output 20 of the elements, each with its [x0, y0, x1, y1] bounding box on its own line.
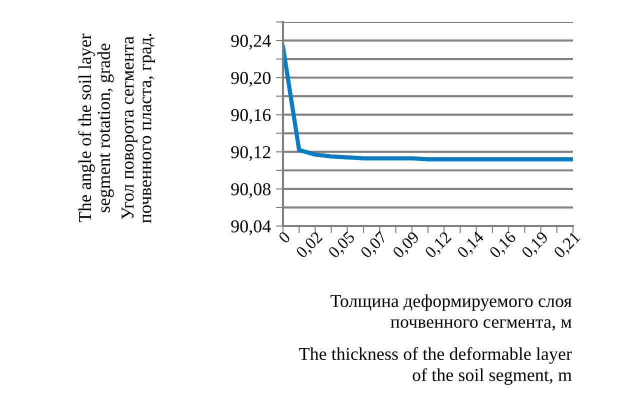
y-tick-label: 90,24: [231, 34, 271, 50]
x-tick-label: 0,12: [424, 231, 454, 260]
x-tick-label: 0,19: [520, 230, 550, 260]
x-tick-label: 0,09: [392, 230, 422, 260]
y-tick-label: 90,16: [231, 108, 271, 124]
y-tick-label: 90,04: [231, 220, 271, 236]
text: The angle of the soil layer segment rotation, grade: [78, 34, 114, 222]
x-tick-label: 0,16: [488, 230, 518, 260]
x-tick-label: 0,14: [456, 230, 486, 260]
y-tick-label: 90,12: [231, 146, 270, 161]
x-tick-label: 0,05: [328, 230, 357, 260]
y-axis-title: Угол поворота сегмента почвенного пласта, град.: [122, 34, 155, 223]
text: The thickness of the deformable layer of the soil segment, m: [299, 347, 572, 385]
x-tick-label: 0: [278, 230, 291, 244]
y-tick-label: 90,20: [231, 72, 271, 87]
x-tick-label: 0,21: [553, 231, 582, 260]
x-tick-label: 0,02: [295, 231, 325, 260]
y-tick-label: 90,08: [231, 183, 271, 198]
x-tick-label: 0,07: [360, 230, 390, 260]
x-axis-title: Толщина деформируемого слоя почвенного сегмента, м: [330, 294, 572, 331]
